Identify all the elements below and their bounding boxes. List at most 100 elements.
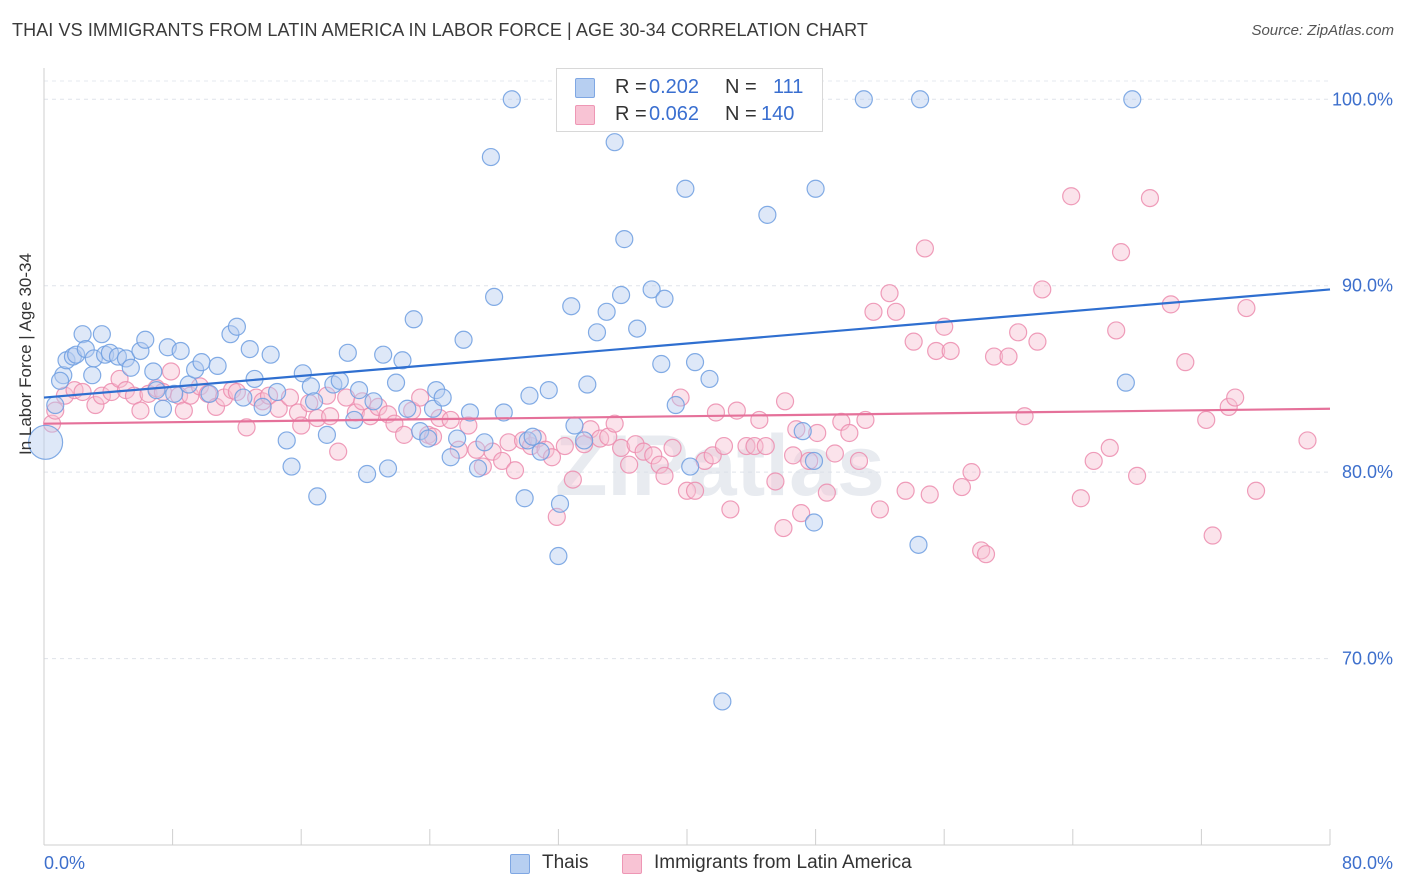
y-tick-label: 90.0% (1342, 276, 1393, 296)
thais-point (1116, 373, 1135, 392)
immigrants-point (1298, 431, 1317, 450)
trendlines (43, 288, 1331, 425)
immigrants-point (849, 451, 869, 471)
r-label: R = (615, 103, 647, 125)
immigrants-point (774, 518, 793, 538)
immigrants-point (459, 416, 478, 435)
thais-point (282, 457, 301, 476)
thais-point (147, 381, 166, 400)
immigrants-point (864, 302, 883, 321)
thais-point (549, 546, 568, 566)
immigrants-point (915, 239, 935, 258)
thais-point (221, 325, 240, 344)
immigrants-point (685, 481, 705, 500)
immigrants-point (499, 433, 518, 452)
immigrants-point (131, 401, 150, 420)
immigrants-point (880, 284, 899, 303)
x-tick-label: 80.0% (1342, 853, 1393, 873)
thais-point (364, 392, 383, 411)
immigrants-point (329, 442, 348, 461)
thais-point (67, 345, 86, 364)
thais-point (92, 325, 111, 344)
thais-point (485, 287, 504, 306)
immigrants-point (1219, 397, 1238, 416)
thais-point (419, 429, 438, 448)
thais-point (468, 459, 488, 478)
immigrants-point (1226, 388, 1245, 407)
immigrants-point (650, 455, 669, 474)
thais-point (523, 427, 542, 446)
thais-point (441, 448, 460, 467)
thais-point (652, 354, 671, 374)
thais-point (481, 147, 500, 167)
immigrants-point (1062, 187, 1081, 206)
thais-point (208, 356, 227, 375)
immigrants-point (1084, 451, 1103, 471)
r-label: R = (615, 76, 647, 98)
thais-legend-swatch (510, 854, 530, 874)
source-note: Source: ZipAtlas.com (1251, 22, 1394, 39)
r-value: 0.202 (649, 76, 700, 98)
thais-point (374, 345, 393, 364)
n-value: 140 (761, 103, 795, 125)
immigrants-point (110, 369, 129, 389)
immigrants-point (1246, 481, 1266, 500)
thais-point (597, 302, 616, 321)
thais-point (460, 403, 480, 422)
thais-point (386, 373, 406, 392)
thais-point (165, 384, 184, 403)
thais-point (200, 384, 219, 403)
immigrants-point (800, 451, 819, 471)
thais-point (666, 395, 685, 415)
thais-point (358, 464, 377, 484)
thais-point (539, 381, 558, 400)
immigrants-point (1111, 243, 1131, 262)
thais-point (54, 366, 73, 385)
thais-point (308, 487, 327, 506)
immigrants-point (976, 545, 996, 564)
thais-point (171, 341, 190, 361)
immigrants-point (714, 436, 734, 456)
thais-point (448, 429, 467, 448)
stats-legend: R = 0.202 N = 111 R = 0.062 N = 140 (556, 68, 823, 132)
immigrants-point (952, 477, 971, 497)
thais-trendline (43, 288, 1331, 399)
immigrants-point (369, 397, 388, 416)
immigrants-point (1015, 407, 1034, 426)
thais-point (398, 399, 417, 418)
thais-point (136, 330, 155, 349)
immigrants-point (825, 444, 844, 463)
immigrants-point (611, 438, 631, 458)
thais-point (475, 433, 494, 452)
thais-point (293, 364, 312, 383)
immigrants-point (775, 392, 795, 411)
legend-label: Immigrants from Latin America (654, 852, 912, 873)
immigrants-point (941, 341, 960, 361)
thais-point (615, 230, 634, 249)
thais-point (378, 459, 398, 478)
immigrants-point (870, 500, 890, 519)
thais-point (910, 90, 930, 109)
immigrants-point (655, 466, 674, 485)
immigrants-point (920, 485, 939, 504)
thais-point (186, 360, 205, 379)
thais-point (338, 343, 357, 362)
thais-point (758, 205, 777, 224)
immigrants-point (542, 448, 562, 467)
immigrants-point (555, 436, 574, 456)
thais-point (804, 451, 824, 471)
thais-point (454, 330, 473, 349)
thais-swatch (575, 78, 595, 98)
immigrants-point (756, 436, 775, 456)
thais-point (121, 358, 140, 377)
immigrants-point (886, 302, 906, 321)
immigrants-point (505, 461, 525, 480)
watermark: ZIPatlas (555, 418, 885, 514)
thais-point (681, 457, 700, 476)
thais-point (153, 399, 173, 418)
thais-point (685, 353, 705, 372)
thais-point (234, 388, 253, 407)
immigrants-point (896, 481, 915, 500)
immigrants-point (521, 436, 541, 456)
axes (43, 68, 1331, 846)
